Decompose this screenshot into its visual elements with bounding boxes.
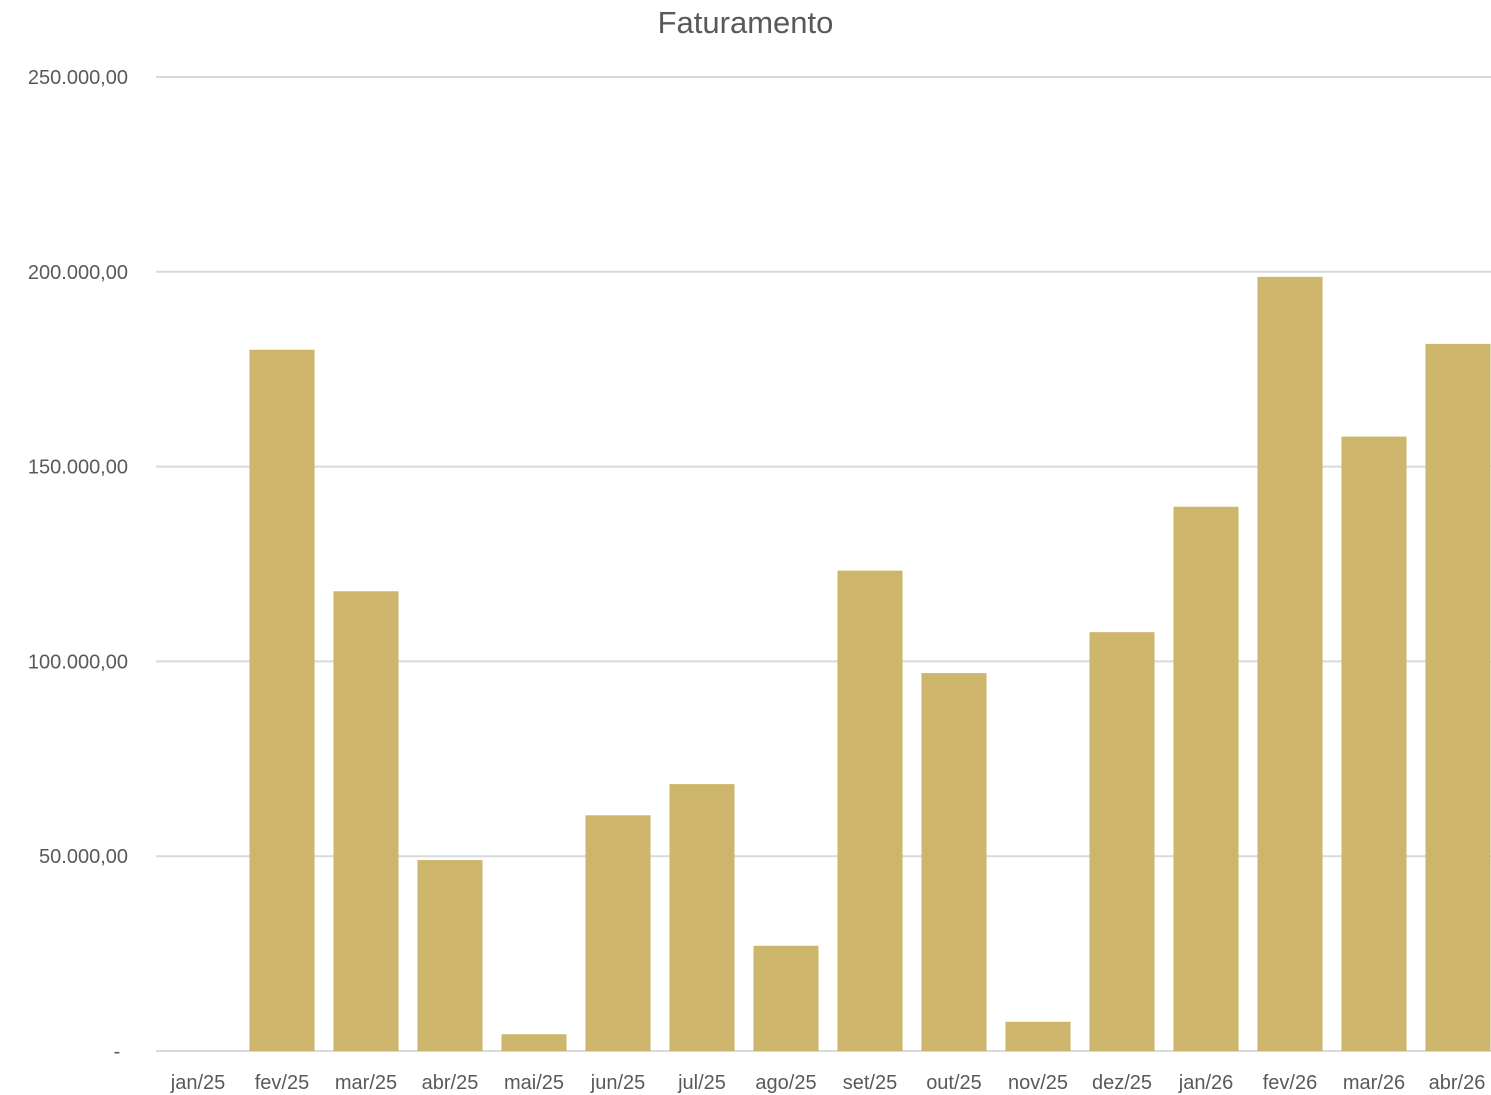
x-tick-label: jun/25 [590,1072,646,1094]
x-tick-label: set/25 [843,1072,897,1094]
x-tick-label: jan/26 [1178,1072,1234,1094]
bar [585,815,651,1051]
x-tick-label: fev/25 [255,1072,309,1094]
x-tick-label: mar/26 [1343,1072,1405,1094]
x-tick-label: nov/25 [1008,1072,1068,1094]
bar [1341,436,1407,1051]
x-tick-label: abr/25 [422,1072,479,1094]
bar [1257,276,1323,1051]
x-tick-label: fev/26 [1263,1072,1317,1094]
x-tick-label: jul/25 [677,1072,726,1094]
x-tick-label: abr/26 [1429,1072,1486,1094]
x-axis: jan/25 fev/25 mar/25 abr/25 mai/25 jun/25 jul/… [170,1072,1486,1094]
bar [921,673,987,1051]
y-tick-label: - [114,1041,121,1063]
y-tick-label: 200.000,00 [28,262,128,284]
y-tick-label: 100.000,00 [28,651,128,673]
y-tick-label: 250.000,00 [28,67,128,89]
y-tick-label: 150.000,00 [28,457,128,479]
bar [1005,1021,1071,1051]
x-tick-label: ago/25 [755,1072,816,1094]
bar [501,1034,567,1051]
bar [333,591,399,1051]
x-tick-label: dez/25 [1092,1072,1152,1094]
x-tick-label: mar/25 [335,1072,397,1094]
bar [1425,343,1491,1052]
bar [1089,632,1155,1051]
x-tick-label: jan/25 [170,1072,226,1094]
bar [669,784,735,1051]
bar [1173,506,1239,1052]
bar [837,570,903,1051]
bar-layer [249,276,1491,1052]
x-tick-label: mai/25 [504,1072,564,1094]
bar [417,860,483,1051]
bar [753,945,819,1051]
y-axis: - 50.000,00 100.000,00 150.000,00 200.000,00… [28,67,128,1063]
x-tick-label: out/25 [926,1072,982,1094]
chart-title: Faturamento [657,5,834,40]
y-tick-label: 50.000,00 [39,846,128,868]
bar [249,349,315,1052]
